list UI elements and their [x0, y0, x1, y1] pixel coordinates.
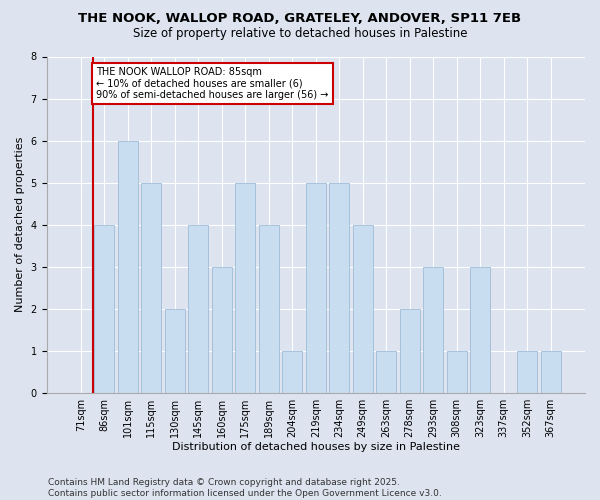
Bar	[188, 224, 208, 392]
Text: THE NOOK, WALLOP ROAD, GRATELEY, ANDOVER, SP11 7EB: THE NOOK, WALLOP ROAD, GRATELEY, ANDOVER…	[79, 12, 521, 26]
Bar	[517, 350, 537, 393]
Bar	[165, 308, 185, 392]
Bar	[470, 266, 490, 392]
Bar	[142, 182, 161, 392]
Text: Contains HM Land Registry data © Crown copyright and database right 2025.
Contai: Contains HM Land Registry data © Crown c…	[48, 478, 442, 498]
Bar	[94, 224, 115, 392]
Bar	[376, 350, 396, 393]
Bar	[306, 182, 326, 392]
Bar	[118, 140, 138, 392]
Bar	[353, 224, 373, 392]
Bar	[446, 350, 467, 393]
Bar	[283, 350, 302, 393]
Bar	[329, 182, 349, 392]
Bar	[212, 266, 232, 392]
Bar	[259, 224, 279, 392]
Bar	[541, 350, 560, 393]
Text: THE NOOK WALLOP ROAD: 85sqm
← 10% of detached houses are smaller (6)
90% of semi: THE NOOK WALLOP ROAD: 85sqm ← 10% of det…	[96, 67, 329, 100]
Bar	[400, 308, 419, 392]
Bar	[423, 266, 443, 392]
Bar	[235, 182, 256, 392]
Y-axis label: Number of detached properties: Number of detached properties	[15, 137, 25, 312]
X-axis label: Distribution of detached houses by size in Palestine: Distribution of detached houses by size …	[172, 442, 460, 452]
Text: Size of property relative to detached houses in Palestine: Size of property relative to detached ho…	[133, 28, 467, 40]
